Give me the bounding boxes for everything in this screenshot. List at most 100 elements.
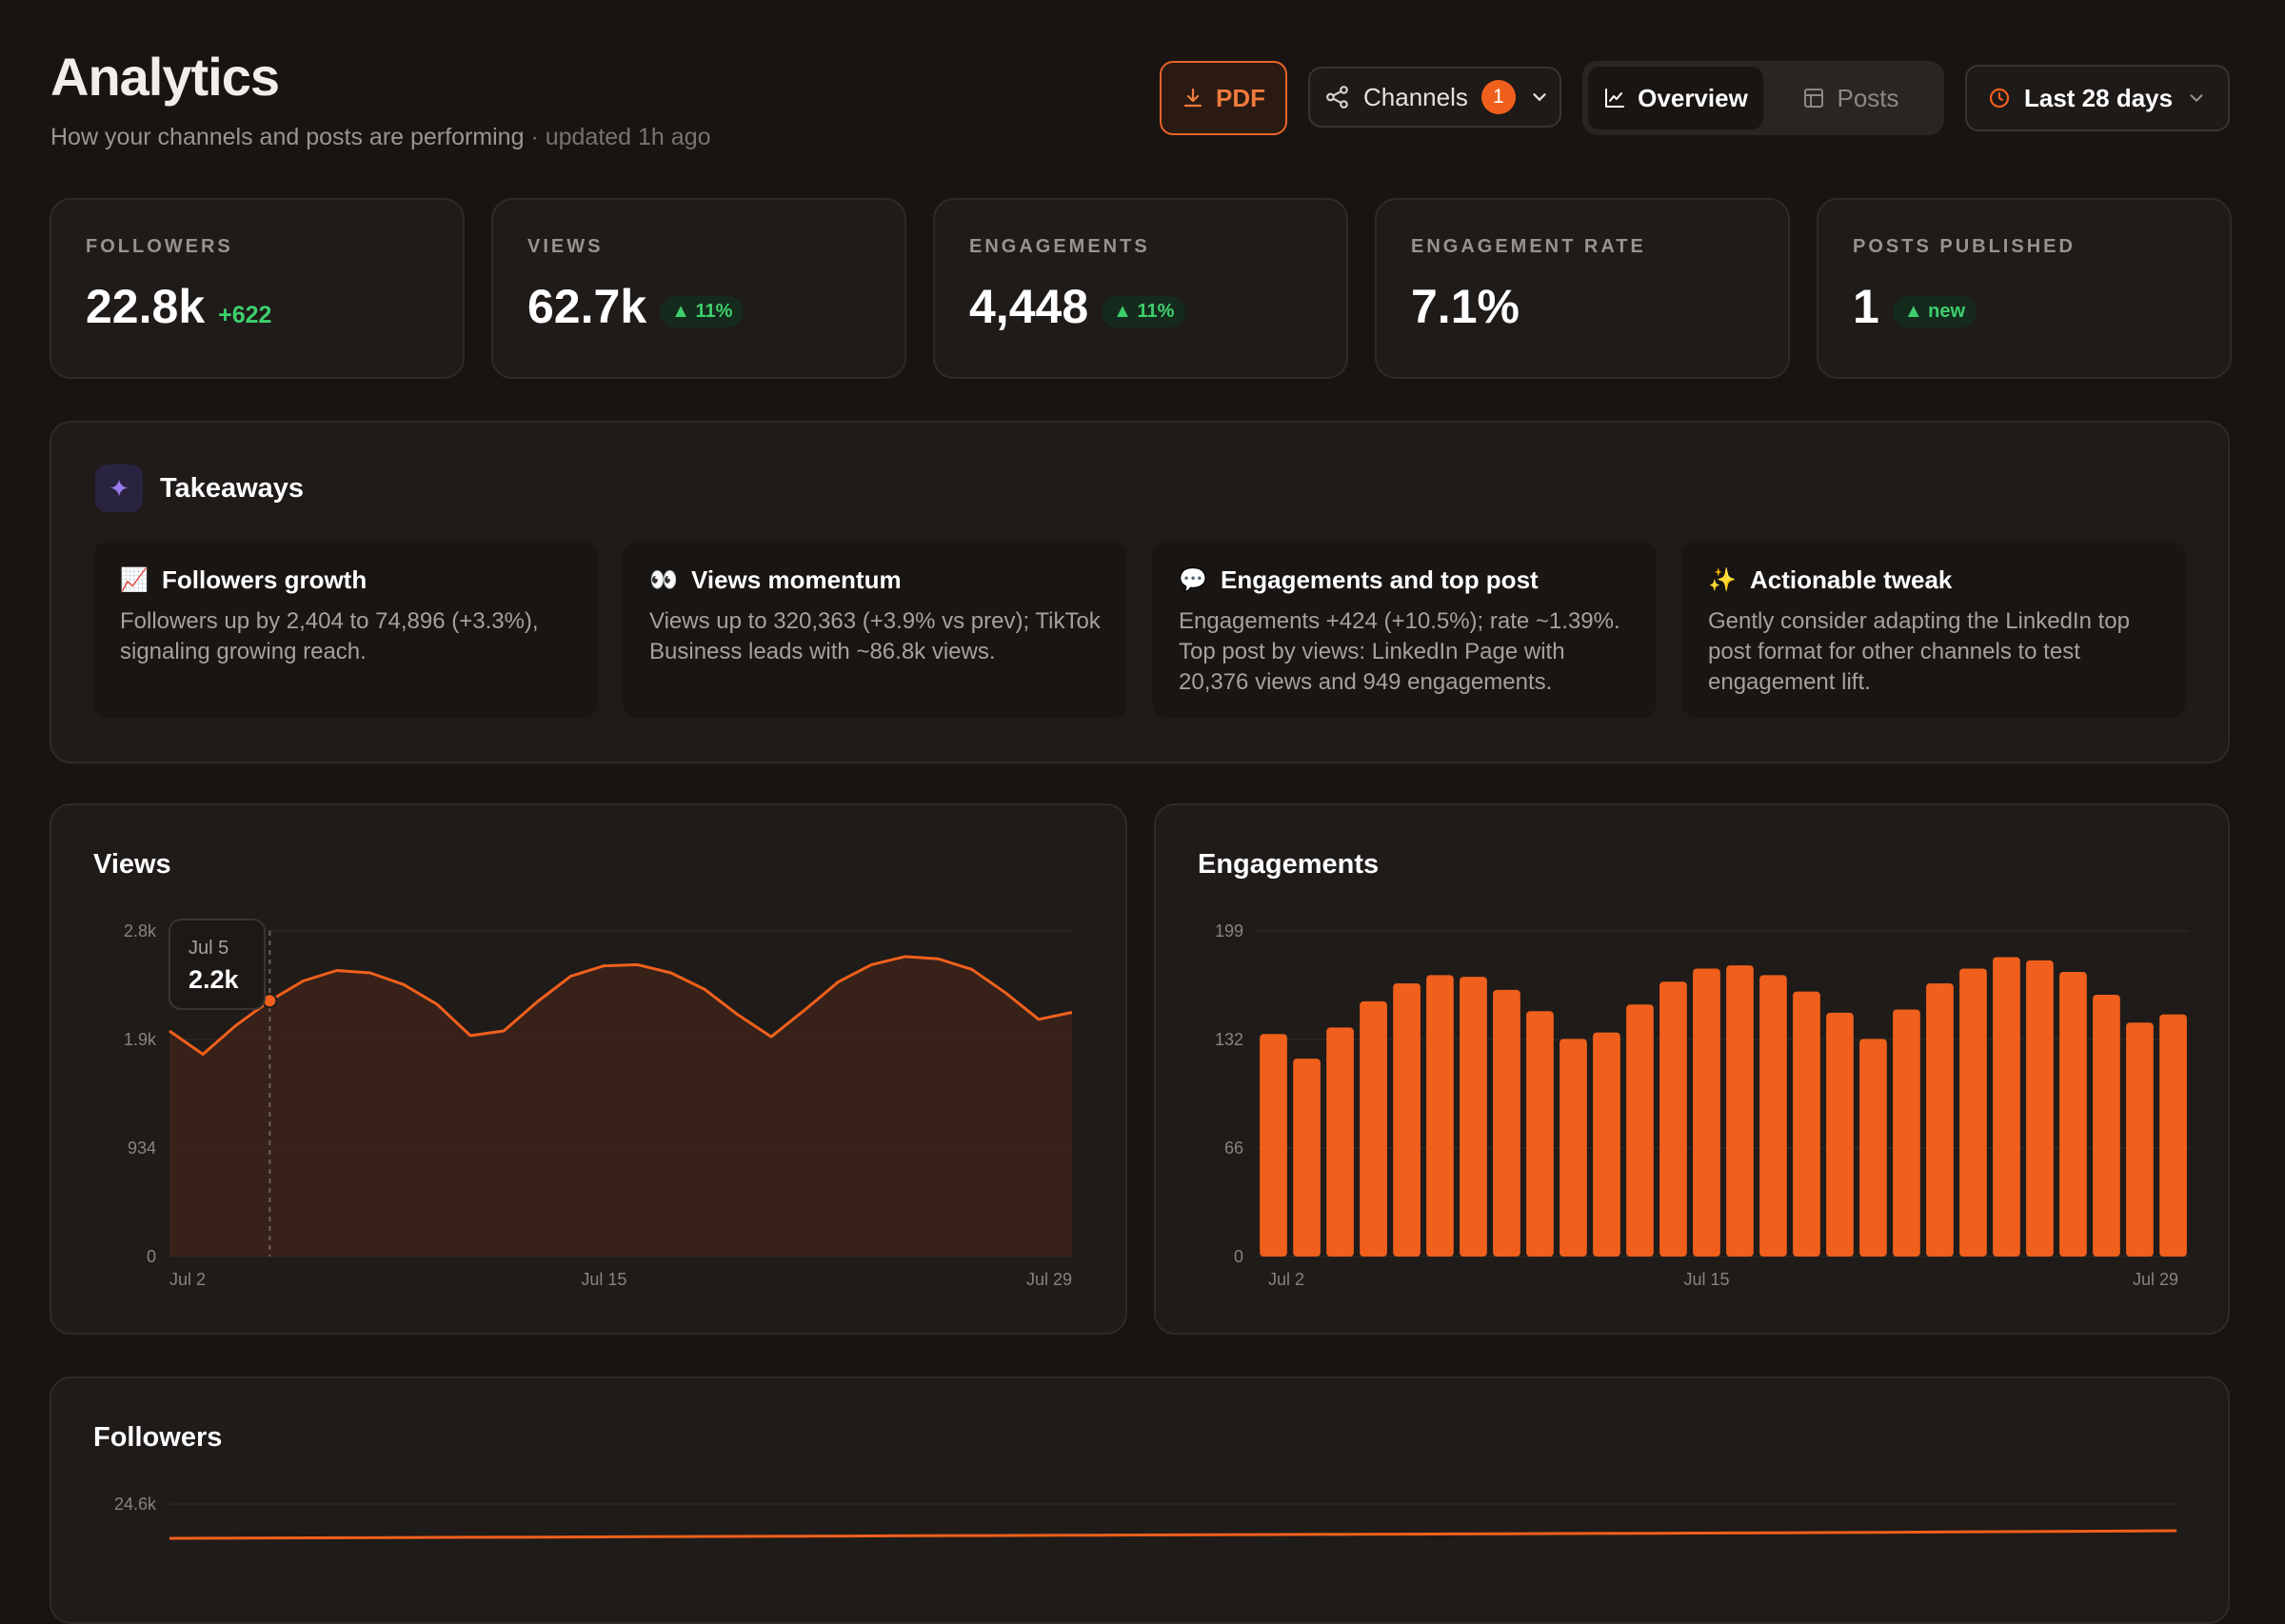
tooltip-value: 2.2k <box>189 965 240 994</box>
bar <box>2126 1022 2154 1257</box>
download-icon <box>1183 88 1202 108</box>
y-tick-label: 24.6k <box>114 1495 157 1514</box>
channels-dropdown[interactable]: Channels 1 <box>1308 67 1561 128</box>
bar <box>1626 1004 1654 1257</box>
takeaway-body: Gently consider adapting the LinkedIn to… <box>1708 608 2130 695</box>
bar <box>1926 983 1954 1257</box>
line-chart-icon <box>1605 89 1625 108</box>
y-tick-label: 199 <box>1215 921 1243 941</box>
takeaway-title: Followers growth <box>162 565 368 594</box>
kpi-label: VIEWS <box>527 236 604 257</box>
bar <box>1793 991 1820 1257</box>
bar <box>1759 975 1787 1257</box>
views-chart-panel: Views 2.8k 1.9k 934 0 Jul 2 Jul 15 Jul 29 Jul 5… <box>50 803 1127 1335</box>
takeaway-card: 📈 Followers growth Followers up by 2,404… <box>93 541 598 718</box>
speech-bubble-icon: 💬 <box>1179 567 1207 593</box>
x-tick-label: Jul 2 <box>169 1270 206 1289</box>
kpi-value: 22.8k <box>86 280 206 333</box>
tab-posts-label: Posts <box>1837 83 1899 112</box>
bar <box>1526 1011 1554 1257</box>
kpi-card-views: VIEWS 62.7k ▲ 11% <box>491 198 906 379</box>
chevron-down-icon <box>1533 93 1546 102</box>
view-toggle: Overview Posts <box>1582 61 1944 135</box>
kpi-delta-badge: ▲ 11% <box>660 296 745 327</box>
x-tick-label: Jul 15 <box>1683 1270 1729 1289</box>
takeaway-body: Engagements +424 (+10.5%); rate ~1.39%. … <box>1179 608 1620 695</box>
bar <box>1826 1012 1854 1257</box>
kpi-label: ENGAGEMENTS <box>969 236 1150 257</box>
y-tick-label: 2.8k <box>124 921 157 941</box>
bar <box>1460 977 1487 1257</box>
x-tick-label: Jul 15 <box>581 1270 626 1289</box>
takeaway-title: Views momentum <box>691 565 902 594</box>
x-tick-label: Jul 2 <box>1268 1270 1304 1289</box>
y-tick-label: 0 <box>1234 1247 1243 1266</box>
bar <box>2159 1014 2187 1257</box>
chart-title: Followers <box>93 1422 223 1453</box>
kpi-card-followers: FOLLOWERS 22.8k +622 <box>50 198 465 379</box>
bar <box>1493 989 1520 1257</box>
followers-chart-panel: Followers 24.6k <box>50 1376 2230 1624</box>
page-title: Analytics <box>50 47 280 107</box>
bar <box>1959 968 1987 1257</box>
kpi-value: 1 <box>1853 280 1879 333</box>
bar <box>1859 1039 1887 1257</box>
kpi-label: POSTS PUBLISHED <box>1853 236 2076 257</box>
y-tick-label: 1.9k <box>124 1030 157 1049</box>
area-fill <box>169 956 1072 1257</box>
kpi-delta-badge: ▲ new <box>1892 296 1977 327</box>
kpi-label: ENGAGEMENT RATE <box>1411 236 1646 257</box>
bar <box>1293 1059 1321 1257</box>
x-tick-label: Jul 29 <box>2133 1270 2178 1289</box>
kpi-card-engagement-rate: ENGAGEMENT RATE 7.1% <box>1375 198 1790 379</box>
chart-increasing-icon: 📈 <box>120 567 149 593</box>
kpi-card-posts-published: POSTS PUBLISHED 1 ▲ new <box>1817 198 2232 379</box>
tab-posts[interactable]: Posts <box>1763 67 1938 129</box>
channels-label: Channels <box>1363 82 1468 111</box>
kpi-label: FOLLOWERS <box>86 236 233 257</box>
updated-text: · updated 1h ago <box>524 124 711 150</box>
page-subtitle: How your channels and posts are performi… <box>50 124 711 151</box>
bar <box>1260 1034 1287 1257</box>
pdf-export-button[interactable]: PDF <box>1160 61 1287 135</box>
bar <box>1893 1009 1920 1257</box>
y-tick-label: 132 <box>1215 1030 1243 1049</box>
bar <box>2026 960 2054 1257</box>
clock-icon <box>1989 88 2010 109</box>
kpi-delta-badge: ▲ 11% <box>1102 296 1186 327</box>
date-range-label: Last 28 days <box>2024 83 2174 112</box>
takeaway-card: ✨ Actionable tweak Gently consider adapt… <box>1681 541 2186 718</box>
engagements-chart-panel: Engagements 199 132 66 0 Jul 2 Jul 15 Jul 29 <box>1154 803 2230 1335</box>
bar <box>1593 1032 1620 1257</box>
tab-overview-label: Overview <box>1638 83 1748 112</box>
series-line <box>169 955 1073 1056</box>
takeaway-body: Followers up by 2,404 to 74,896 (+3.3%),… <box>120 608 539 664</box>
chevron-down-icon <box>2190 94 2203 103</box>
eyes-icon: 👀 <box>649 567 678 593</box>
kpi-value: 62.7k <box>527 280 647 333</box>
pdf-label: PDF <box>1216 83 1265 112</box>
x-tick-label: Jul 29 <box>1026 1270 1072 1289</box>
bar <box>2059 972 2087 1257</box>
chart-title: Engagements <box>1198 849 1380 880</box>
y-tick-label: 934 <box>128 1139 156 1158</box>
takeaway-card: 💬 Engagements and top post Engagements +… <box>1152 541 1657 718</box>
bar <box>1993 957 2020 1257</box>
share-nodes-icon <box>1326 86 1348 109</box>
series-line <box>169 1529 2177 1540</box>
takeaway-title: Actionable tweak <box>1750 565 1953 594</box>
sparkle-icon: ✦ <box>95 465 143 512</box>
kpi-delta: +622 <box>218 302 272 328</box>
views-chart: 2.8k 1.9k 934 0 Jul 2 Jul 15 Jul 29 Jul 5 2.2k <box>124 919 1073 1289</box>
takeaways-title: Takeaways <box>160 472 305 504</box>
kpi-value: 4,448 <box>969 280 1089 333</box>
engagements-chart: 199 132 66 0 Jul 2 Jul 15 Jul 29 <box>1215 921 2190 1289</box>
bar <box>1426 975 1454 1257</box>
kpi-card-engagements: ENGAGEMENTS 4,448 ▲ 11% <box>933 198 1348 379</box>
bar <box>1360 1000 1387 1257</box>
date-range-dropdown[interactable]: Last 28 days <box>1965 65 2230 131</box>
tooltip <box>169 919 266 1010</box>
takeaway-body: Views up to 320,363 (+3.9% vs prev); Tik… <box>649 608 1101 664</box>
bar <box>1393 983 1421 1257</box>
tab-overview[interactable]: Overview <box>1588 67 1763 129</box>
